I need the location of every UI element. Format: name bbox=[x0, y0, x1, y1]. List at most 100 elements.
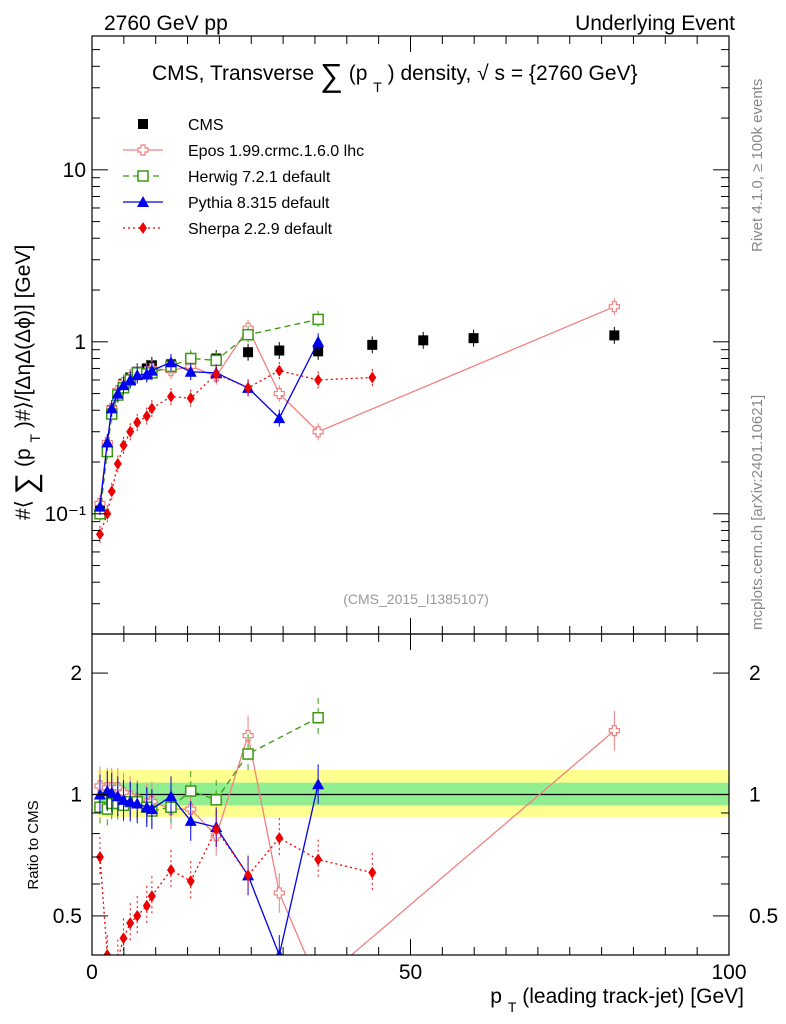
axes-layer: 10⁻¹ 1 10 0.5 0.5 1 1 2 2 0 50 100 bbox=[45, 35, 778, 984]
rivet-label: Rivet 4.1.0, ≥ 100k events bbox=[749, 79, 766, 252]
y-axis-label: #⟨ ∑ (p T )#⟩/[ΔηΔ(Δϕ)] [GeV] bbox=[10, 245, 45, 520]
main-sherpa-point bbox=[275, 364, 284, 377]
main-cms-point bbox=[274, 345, 285, 356]
ratio-herwig-point bbox=[210, 794, 222, 806]
legend-marker bbox=[138, 119, 148, 129]
ratio-sherpa-line bbox=[99, 827, 373, 955]
y-axis-label-sum: ∑ bbox=[10, 473, 43, 494]
main-sherpa-line bbox=[99, 369, 373, 535]
main-epos-line bbox=[99, 306, 615, 504]
ratio-epos-point bbox=[273, 887, 285, 899]
main-pythia-point bbox=[101, 436, 114, 448]
main-series-group bbox=[93, 298, 620, 543]
main-herwig-point bbox=[312, 313, 324, 326]
ratio-pythia-point bbox=[117, 793, 130, 805]
plot-title-prefix: CMS, Transverse bbox=[152, 62, 320, 85]
plot-title: CMS, Transverse ∑ (p T ) density, √ s = … bbox=[152, 57, 638, 97]
y-axis-label-rest: )#⟩/[ΔηΔ(Δϕ)] [GeV] bbox=[12, 245, 35, 428]
ratio-pythia-point bbox=[124, 795, 137, 807]
main-herwig-line bbox=[99, 318, 319, 514]
legend-entry-herwig: Herwig 7.2.1 default bbox=[123, 169, 331, 186]
main-pythia-line bbox=[99, 341, 319, 507]
main-pythia-point bbox=[164, 356, 177, 368]
legend-marker bbox=[139, 222, 147, 234]
header-right: Underlying Event bbox=[575, 12, 735, 35]
ratio-y-tick-label-right: 0.5 bbox=[749, 905, 778, 928]
ratio-sherpa-point bbox=[108, 977, 116, 989]
x-axis-label-sub: T bbox=[508, 999, 517, 1015]
ratio-pythia-point bbox=[164, 790, 177, 802]
plot-title-p: (p bbox=[349, 62, 368, 85]
x-tick-label: 50 bbox=[399, 961, 422, 984]
ratio-pythia-point bbox=[131, 797, 144, 809]
ratio-sherpa-point bbox=[147, 890, 156, 903]
ratio-y-tick-label: 2 bbox=[70, 662, 82, 685]
main-sherpa-point bbox=[95, 528, 104, 541]
main-pythia-point bbox=[124, 373, 137, 385]
legend-label: Pythia 8.315 default bbox=[188, 195, 330, 212]
main-sherpa-point bbox=[119, 439, 128, 452]
x-axis-label: p T (leading track-jet) [GeV] bbox=[490, 985, 744, 1017]
ratio-epos-line bbox=[99, 730, 615, 955]
main-herwig-point bbox=[184, 352, 197, 365]
main-epos-point bbox=[608, 301, 620, 313]
main-cms-point bbox=[367, 339, 378, 350]
main-sherpa-point bbox=[368, 371, 377, 384]
ratio-sherpa-point bbox=[166, 863, 175, 876]
ratio-y-label: Ratio to CMS bbox=[25, 800, 42, 889]
main-pythia-point bbox=[105, 402, 118, 414]
ratio-sherpa-point bbox=[186, 875, 195, 888]
main-herwig-point bbox=[242, 328, 254, 341]
x-tick-label: 100 bbox=[711, 961, 746, 984]
analysis-id: (CMS_2015_I1385107) bbox=[343, 591, 489, 607]
main-sherpa-point bbox=[133, 416, 142, 429]
plot-title-sub: T bbox=[373, 79, 382, 95]
ratio-pythia-point bbox=[111, 790, 124, 802]
ratio-sherpa-point bbox=[126, 917, 135, 930]
main-sherpa-point bbox=[113, 457, 122, 470]
main-herwig-point bbox=[210, 354, 222, 367]
ratio-uncertainty-band bbox=[92, 770, 730, 817]
main-cms-point bbox=[609, 330, 620, 341]
main-epos-point bbox=[273, 387, 285, 400]
main-pythia-point bbox=[93, 500, 106, 512]
ratio-sherpa-point bbox=[368, 866, 377, 879]
main-cms-point bbox=[313, 346, 324, 357]
plot-title-sum: ∑ bbox=[320, 57, 343, 93]
main-pythia-point bbox=[131, 369, 144, 381]
main-y-tick-label: 1 bbox=[74, 331, 86, 354]
ratio-sherpa-point bbox=[314, 853, 323, 866]
ratio-epos-point bbox=[608, 725, 620, 737]
main-pythia-point bbox=[111, 387, 124, 399]
series-layer bbox=[93, 298, 620, 989]
plot-title-energy: s = {2760 GeV} bbox=[495, 62, 638, 85]
legend-marker bbox=[137, 196, 149, 207]
main-pythia-point bbox=[145, 364, 158, 376]
ratio-sherpa-point bbox=[103, 949, 112, 955]
plot-title-mid: ) density, bbox=[388, 62, 477, 85]
legend-marker bbox=[137, 170, 149, 182]
ratio-pythia-point bbox=[105, 786, 118, 798]
header-left: 2760 GeV pp bbox=[104, 12, 228, 35]
main-pythia-point bbox=[273, 412, 286, 424]
ratio-sherpa-point bbox=[244, 869, 253, 882]
y-axis-label-p: (p bbox=[12, 448, 35, 467]
main-pythia-point bbox=[140, 367, 153, 379]
legend-entry-pythia: Pythia 8.315 default bbox=[123, 195, 330, 212]
ratio-herwig-point bbox=[312, 711, 324, 724]
legend-entry-sherpa: Sherpa 2.2.9 default bbox=[123, 221, 333, 238]
main-sherpa-point bbox=[212, 367, 221, 380]
main-sherpa-point bbox=[126, 425, 135, 438]
ratio-herwig-point bbox=[242, 748, 254, 760]
main-sherpa-point bbox=[142, 410, 151, 423]
main-sherpa-point bbox=[147, 402, 156, 415]
ratio-series-group bbox=[93, 697, 620, 989]
main-cms-point bbox=[468, 333, 479, 344]
plot-title-sqrt: √ bbox=[477, 62, 489, 85]
ratio-sherpa-point bbox=[133, 909, 142, 922]
mcplots-label: mcplots.cern.ch [arXiv:2401.10621] bbox=[749, 395, 766, 630]
main-pythia-point bbox=[184, 365, 197, 377]
x-axis-label-p: p bbox=[490, 985, 502, 1008]
ratio-pythia-point bbox=[276, 949, 283, 955]
main-y-tick-label: 10⁻¹ bbox=[45, 503, 86, 526]
